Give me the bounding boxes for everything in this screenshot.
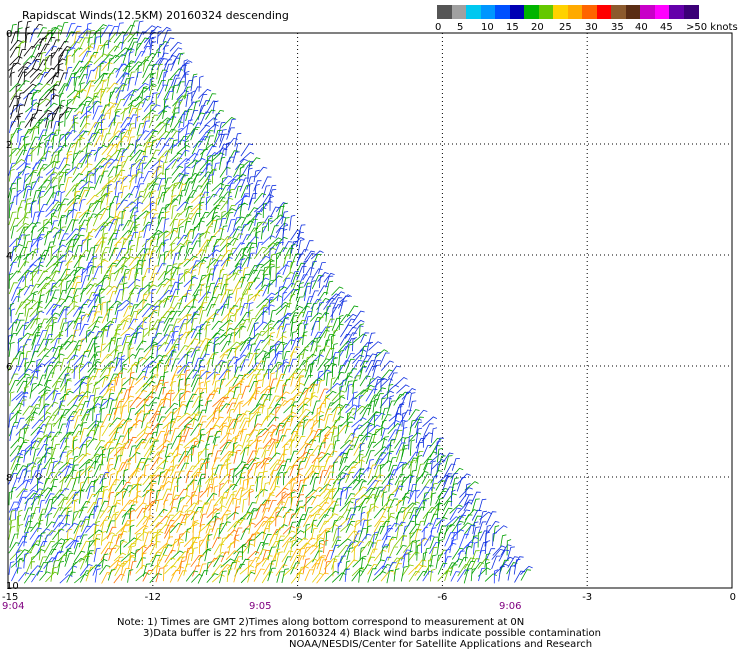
colorbar-segment (480, 5, 496, 19)
wind-barbs (8, 20, 533, 584)
colorbar-label: 10 (481, 22, 494, 33)
colorbar-segment (509, 5, 525, 19)
colorbar-segment (451, 5, 467, 19)
time-label: 9:05 (249, 601, 271, 612)
latitude-label: 2 (6, 140, 12, 151)
time-label: 9:04 (2, 601, 24, 612)
colorbar-segment (640, 5, 655, 19)
colorbar-label: 45 (660, 22, 673, 33)
colorbar-segment (553, 5, 568, 19)
axis-labels: 0 2 4 6 8 10-15 -12 -9 -6 -3 0 9:04 9:05 9:06 (2, 29, 736, 612)
longitude-label: -3 (582, 592, 592, 603)
colorbar-label: 35 (611, 22, 624, 33)
colorbar-label: 0 (435, 22, 442, 33)
note-line-3: NOAA/NESDIS/Center for Satellite Applica… (289, 639, 593, 650)
longitude-label: -9 (293, 592, 303, 603)
map-frame (7, 32, 733, 589)
note-line-1: Note: 1) Times are GMT 2)Times along bot… (117, 617, 525, 628)
latitude-label: 0 (6, 29, 12, 40)
colorbar-segment (669, 5, 684, 19)
colorbar-segment (654, 5, 670, 19)
colorbar-segment (466, 5, 481, 19)
colorbar-segment (567, 5, 583, 19)
longitude-label: -6 (437, 592, 447, 603)
colorbar-label: >50 knots (686, 22, 738, 33)
time-label: 9:06 (499, 601, 521, 612)
map-grid (8, 33, 732, 588)
colorbar-label: 5 (457, 22, 464, 33)
colorbar-label: 15 (506, 22, 519, 33)
colorbar-segment (495, 5, 510, 19)
station-marker: ◇ (35, 471, 43, 482)
longitude-label: 0 (730, 592, 736, 603)
colorbar-label: 40 (635, 22, 648, 33)
longitude-label: -15 (2, 592, 18, 603)
colorbar-label: 25 (559, 22, 572, 33)
colorbar-label: 30 (585, 22, 598, 33)
colorbar-segment (683, 5, 699, 19)
colorbar-segment (524, 5, 539, 19)
longitude-label: -12 (145, 592, 161, 603)
map-title: Rapidscat Winds(12.5KM) 20160324 descend… (22, 9, 289, 22)
latitude-label: 4 (6, 251, 12, 262)
colorbar-segment (625, 5, 641, 19)
latitude-label: 10 (6, 581, 19, 592)
colorbar-label: 20 (531, 22, 544, 33)
latitude-label: 6 (6, 362, 12, 373)
colorbar-segment (611, 5, 626, 19)
colorbar-segment (582, 5, 597, 19)
latitude-label: 8 (6, 473, 12, 484)
colorbar-segment (437, 5, 452, 19)
colorbar-segment (538, 5, 554, 19)
note-line-2: 3)Data buffer is 22 hrs from 20160324 4)… (143, 628, 601, 639)
colorbar-segment (596, 5, 612, 19)
